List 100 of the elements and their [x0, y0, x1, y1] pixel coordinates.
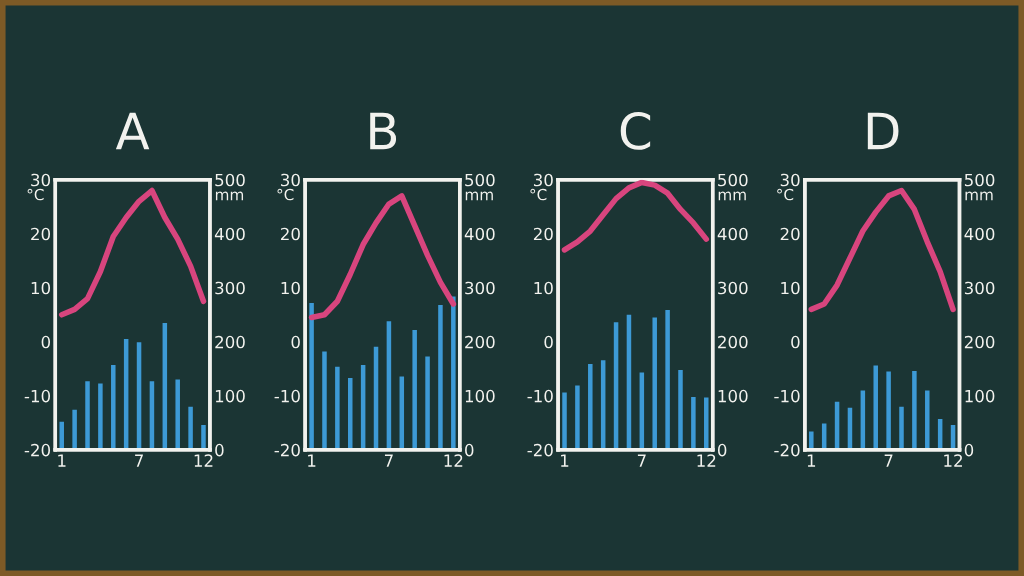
y2-axis-title: mm	[215, 191, 244, 201]
y2-tick-label: 300	[718, 281, 748, 295]
y-tick-label: 10	[281, 281, 300, 295]
bar	[85, 381, 90, 450]
x-tick-label: 12	[697, 454, 716, 467]
bar	[98, 383, 103, 450]
y-tick-label: -10	[274, 389, 300, 403]
y2-tick-label: 400	[964, 227, 995, 241]
y2-tick-label: 200	[964, 335, 995, 349]
x-tick-label: 1	[308, 454, 316, 467]
y2-axis-title: mm	[965, 191, 993, 201]
y2-tick-label: 300	[465, 281, 495, 295]
y2-tick-label: 0	[717, 443, 727, 457]
bar	[652, 317, 657, 450]
bar	[588, 363, 593, 450]
x-tick-label: 1	[561, 454, 569, 467]
bar	[704, 397, 709, 450]
y-tick-label: 30	[31, 173, 51, 187]
y2-axis-title: mm	[465, 191, 493, 201]
y-tick-label: 20	[281, 227, 300, 241]
y2-tick-label: 500	[465, 173, 495, 187]
bar	[188, 406, 193, 450]
y2-tick-label: 100	[465, 389, 495, 403]
bar	[438, 305, 443, 450]
y-tick-label: 10	[31, 281, 51, 295]
bar	[309, 302, 314, 450]
y-axis-title: °C	[530, 188, 547, 201]
y2-tick-label: 500	[215, 173, 245, 187]
bar	[678, 369, 683, 450]
y2-tick-label: 500	[964, 173, 995, 187]
y-tick-label: 0	[791, 335, 800, 349]
y-tick-label: 0	[41, 335, 51, 349]
y-tick-label: -10	[774, 389, 800, 403]
x-tick-label: 7	[135, 454, 143, 467]
y2-tick-label: 0	[964, 443, 974, 457]
bar	[451, 296, 456, 450]
bar	[201, 425, 206, 450]
y2-tick-label: 500	[718, 173, 748, 187]
y-tick-label: -20	[774, 443, 800, 457]
y-tick-label: 10	[781, 281, 800, 295]
y-tick-label: 30	[281, 173, 300, 187]
y-tick-label: 10	[534, 281, 553, 295]
bar	[665, 309, 670, 450]
y2-tick-label: 0	[465, 443, 474, 457]
x-tick-label: 7	[637, 454, 646, 467]
y-axis-title: °C	[777, 188, 794, 201]
chart-title: B	[370, 112, 397, 150]
x-tick-label: 12	[194, 454, 213, 467]
y2-tick-label: 100	[718, 389, 748, 403]
x-tick-label: 12	[444, 454, 463, 467]
bar	[562, 392, 567, 450]
bar	[425, 356, 430, 450]
bar	[899, 406, 904, 450]
y2-tick-label: 300	[215, 281, 245, 295]
y2-tick-label: 0	[215, 443, 224, 457]
x-tick-label: 7	[884, 454, 893, 467]
bar	[412, 329, 417, 450]
y-tick-label: -20	[527, 443, 553, 457]
y-tick-label: 20	[31, 227, 51, 241]
y2-tick-label: 200	[215, 335, 245, 349]
y-tick-label: 0	[544, 335, 553, 349]
x-tick-label: 7	[384, 454, 393, 467]
y-tick-label: 20	[780, 227, 800, 241]
y-tick-label: 30	[780, 173, 800, 187]
bar	[691, 396, 696, 450]
y2-tick-label: 100	[215, 389, 245, 403]
chart-title: A	[115, 112, 150, 150]
bar	[809, 431, 814, 450]
x-tick-label: 1	[58, 454, 66, 467]
chart-title: D	[867, 112, 899, 150]
bar	[912, 370, 917, 450]
y-tick-label: -20	[274, 443, 300, 457]
y2-tick-label: 200	[465, 335, 495, 349]
y2-tick-label: 200	[718, 335, 748, 349]
y-tick-label: -10	[527, 389, 553, 403]
bar	[335, 366, 340, 450]
x-tick-label: 1	[807, 454, 816, 467]
y-tick-label: -20	[24, 443, 51, 457]
y2-tick-label: 100	[965, 389, 995, 403]
bar	[175, 379, 180, 450]
y2-tick-label: 400	[214, 227, 245, 241]
y2-axis-title: mm	[718, 191, 746, 201]
chart-title: C	[620, 112, 651, 150]
bar	[886, 371, 891, 450]
y-axis-title: °C	[277, 188, 294, 201]
x-tick-label: 12	[944, 454, 962, 467]
bar	[873, 365, 878, 450]
bar	[322, 351, 327, 450]
bar	[925, 390, 930, 450]
bar	[348, 378, 353, 450]
y-tick-label: 20	[533, 227, 553, 241]
y-axis-title: °C	[27, 188, 44, 201]
bar	[111, 365, 116, 450]
y2-tick-label: 300	[964, 281, 995, 295]
y2-tick-label: 400	[717, 227, 748, 241]
bar	[72, 409, 77, 450]
y-tick-label: 30	[533, 173, 553, 187]
bar	[59, 421, 64, 450]
y2-tick-label: 400	[464, 227, 495, 241]
y-tick-label: 0	[291, 335, 300, 349]
